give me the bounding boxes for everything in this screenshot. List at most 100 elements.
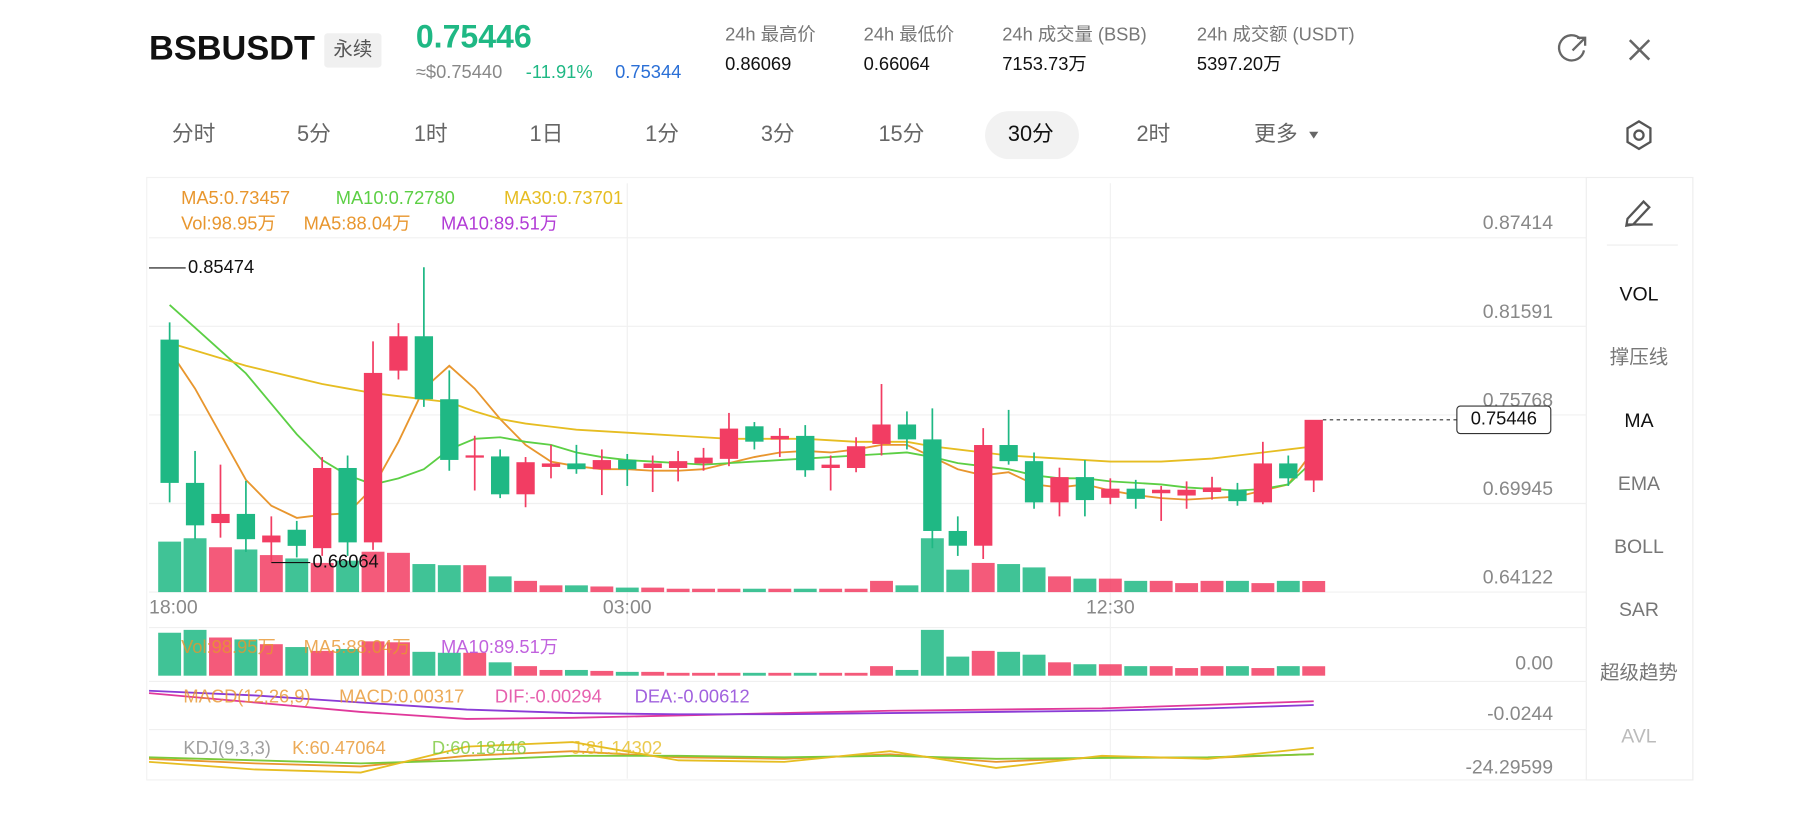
indicator[interactable]: VOL — [1619, 284, 1658, 306]
candle-body — [185, 482, 205, 526]
stat-value: 7153.73万 — [1002, 53, 1087, 74]
candle-body — [490, 456, 510, 495]
tab[interactable]: 3分 — [761, 121, 795, 146]
tab[interactable]: 5分 — [297, 121, 331, 146]
candle-body — [211, 513, 230, 524]
tab[interactable]: 1时 — [414, 121, 448, 146]
x-tick-label: 18:00 — [149, 596, 198, 618]
volume-bar — [742, 672, 766, 676]
y-tick-label: 0.87414 — [1483, 212, 1553, 234]
volume-bar — [386, 552, 410, 593]
indicator[interactable]: 撑压线 — [1610, 347, 1668, 369]
active-tab-bg — [985, 111, 1079, 160]
candle-body — [923, 439, 942, 531]
tab[interactable]: 1日 — [529, 121, 563, 146]
indicator[interactable]: 超级趋势 — [1600, 662, 1678, 684]
volume-bar — [514, 666, 538, 676]
series-line — [148, 741, 1314, 774]
tab[interactable]: 分时 — [172, 121, 215, 146]
volume-bar — [793, 672, 817, 676]
candle-body — [338, 467, 357, 543]
badge: 永续 — [333, 39, 372, 61]
symbol: BSBUSDT — [149, 29, 315, 67]
volume-bar — [971, 562, 995, 593]
candle-body — [440, 399, 459, 460]
legend-entry: MA10:89.51万 — [441, 212, 558, 233]
legend-entry: Vol:98.95万 — [181, 636, 276, 657]
volume-bar — [793, 588, 817, 593]
volume-bar — [1022, 567, 1046, 593]
usd-price: ≈$0.75440 — [416, 61, 502, 82]
candle-body — [313, 467, 332, 549]
stat-value: 0.86069 — [725, 53, 791, 74]
volume-bar — [717, 672, 741, 676]
series-line — [148, 689, 1314, 716]
volume-bar — [361, 641, 385, 676]
y-tick-label: 0.64122 — [1483, 566, 1553, 588]
volume-bar — [819, 588, 843, 593]
candle-body — [592, 460, 612, 470]
legend-entry: Vol:98.95万 — [181, 212, 276, 233]
y-tick-label: -0.0244 — [1487, 703, 1553, 725]
volume-bar — [641, 587, 665, 593]
tab[interactable]: 30分 — [1008, 121, 1054, 146]
indicator[interactable]: BOLL — [1614, 536, 1664, 558]
volume-bar — [946, 569, 970, 593]
tab[interactable]: 15分 — [878, 121, 924, 146]
volume-bar — [234, 549, 258, 593]
series-line — [169, 342, 1314, 463]
volume-bar — [234, 639, 258, 676]
series-line — [148, 753, 1314, 765]
plot: 0.874140.815910.757680.699450.6412218:00… — [148, 183, 1587, 779]
candle-body — [287, 529, 306, 546]
volume-bar — [1251, 668, 1275, 676]
candle-body — [694, 457, 713, 464]
volume-bar — [1251, 583, 1275, 593]
volume-bar — [1098, 664, 1122, 676]
tab[interactable]: 2时 — [1136, 121, 1170, 146]
volume-bar — [1200, 666, 1224, 676]
draw-tool-icon[interactable] — [1624, 199, 1653, 228]
max-marker: 0.85474 — [188, 256, 254, 277]
volume-bar — [870, 666, 893, 676]
indicator[interactable]: MA — [1624, 410, 1653, 432]
volume-bar — [437, 565, 461, 593]
volume-bar — [183, 629, 207, 676]
indicator[interactable]: SAR — [1619, 599, 1659, 621]
series-line — [169, 304, 1315, 492]
mark-price: 0.75344 — [615, 61, 681, 82]
volume-bar — [666, 588, 690, 593]
price-tag-text: 0.75446 — [1471, 408, 1537, 429]
volume-bar — [361, 551, 385, 593]
candle-body — [745, 426, 764, 442]
share-icon[interactable] — [1557, 34, 1587, 62]
volume-bar — [1225, 666, 1249, 676]
y-tick-label: 0.69945 — [1483, 478, 1553, 500]
legend-entry: MA5:88.04万 — [304, 212, 411, 233]
tab[interactable]: 更多 — [1254, 121, 1298, 146]
panel-label: MACD:0.00317 — [339, 685, 464, 706]
stat-label: 24h 最高价 — [725, 23, 816, 44]
volume-bar — [971, 650, 995, 676]
tab[interactable]: 1分 — [645, 121, 679, 146]
legend-entry: K:60.47064 — [292, 737, 386, 758]
volume-bar — [310, 650, 334, 676]
volume-bar — [895, 669, 919, 676]
candle-body — [1101, 488, 1120, 498]
candle-body — [363, 372, 383, 543]
volume-bar — [488, 576, 512, 593]
stat-label: 24h 成交量 (BSB) — [1002, 23, 1147, 44]
candle-body — [846, 446, 866, 468]
candle-body — [948, 530, 967, 546]
indicator[interactable]: EMA — [1618, 473, 1660, 495]
stat-value: 0.66064 — [864, 53, 930, 74]
volume-bar — [946, 656, 970, 676]
candle-body — [541, 463, 561, 467]
close-icon[interactable] — [1628, 39, 1651, 61]
candle-body — [567, 463, 586, 470]
settings-icon[interactable] — [1626, 120, 1652, 151]
candle-body — [796, 435, 815, 471]
indicator[interactable]: AVL — [1621, 725, 1657, 747]
candle-body — [389, 336, 408, 371]
candle-body — [1253, 463, 1273, 503]
